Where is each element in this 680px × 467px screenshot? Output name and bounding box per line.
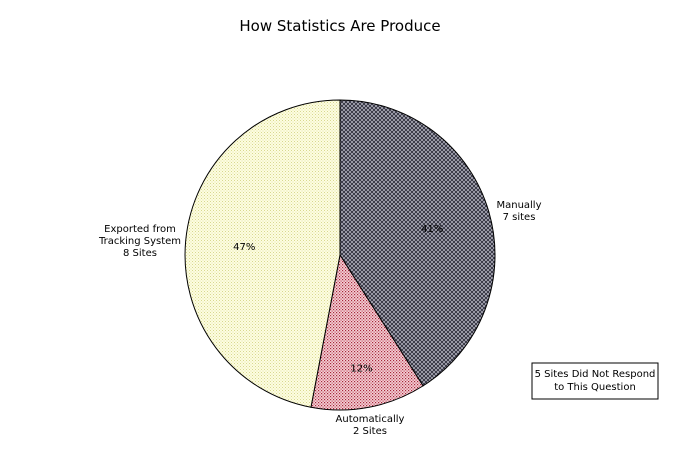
- callout-manually-line-1: Manually: [496, 200, 541, 211]
- note-line-2: to This Question: [554, 382, 636, 393]
- note-line-1: 5 Sites Did Not Respond: [535, 369, 656, 380]
- pie-slice-exported: [184, 99, 341, 408]
- percent-label-manually: 41%: [421, 224, 443, 235]
- pie-slice-manually: [339, 99, 496, 387]
- nonresponse-note: 5 Sites Did Not Respond to This Question: [531, 362, 659, 400]
- percent-label-exported: 47%: [233, 242, 255, 253]
- percent-labels: 41% 12% 47%: [233, 224, 443, 375]
- callout-exported-line-2: Tracking System: [98, 236, 181, 247]
- callout-exported-line-3: 8 Sites: [123, 248, 157, 259]
- pie-slice-automatically: [310, 253, 424, 411]
- callout-manually-line-2: 7 sites: [503, 212, 536, 223]
- pie-slices: [184, 99, 496, 411]
- callout-manually: Manually 7 sites: [496, 200, 541, 223]
- percent-label-automatically: 12%: [350, 364, 372, 375]
- callout-exported: Exported from Tracking System 8 Sites: [98, 224, 181, 259]
- callout-exported-line-1: Exported from: [104, 224, 176, 235]
- note-box-frame: [531, 362, 659, 400]
- callout-automatically-line-1: Automatically: [336, 414, 405, 425]
- callout-automatically-line-2: 2 Sites: [353, 426, 387, 437]
- chart-title: How Statistics Are Produce: [239, 17, 440, 35]
- callout-automatically: Automatically 2 Sites: [336, 414, 405, 437]
- note-text: 5 Sites Did Not Respond to This Question: [535, 369, 656, 393]
- slice-callouts: Manually 7 sites Automatically 2 Sites Expor…: [98, 200, 542, 437]
